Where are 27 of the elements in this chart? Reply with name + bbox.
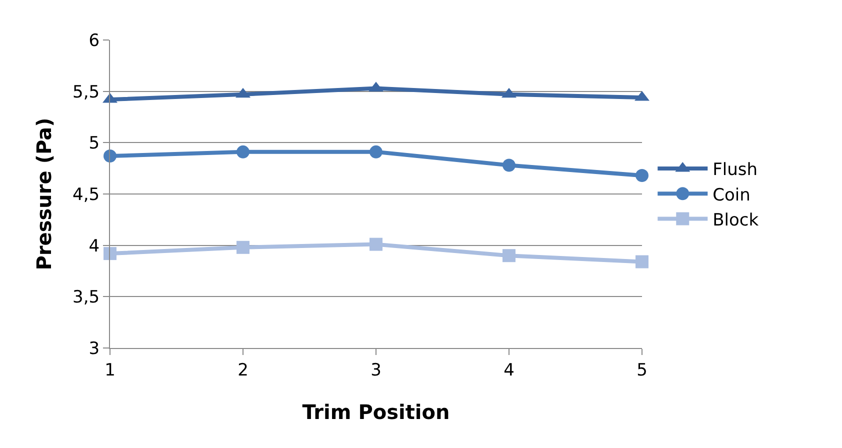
y-tick-label: 4 xyxy=(88,236,100,256)
x-tick-label: 5 xyxy=(636,360,648,380)
point xyxy=(636,255,648,268)
x-tick-label: 1 xyxy=(104,360,116,380)
y-tick-label: 4,5 xyxy=(72,184,100,205)
x-tick-label: 2 xyxy=(238,360,248,380)
point xyxy=(502,249,516,262)
y-tick-label: 3 xyxy=(88,338,100,359)
x-axis-title: Trim Position xyxy=(302,400,450,424)
legend-label: Flush xyxy=(712,160,758,180)
y-tick-label: 6 xyxy=(88,30,100,51)
point xyxy=(236,240,250,254)
y-tick-label: 5,5 xyxy=(72,82,100,102)
point xyxy=(104,150,116,163)
legend-label: Block xyxy=(712,210,759,230)
point xyxy=(104,247,116,260)
y-tick-label: 3,5 xyxy=(72,288,100,308)
legend-label: Coin xyxy=(712,185,750,206)
y-axis-title: Pressure (Pa) xyxy=(32,118,56,270)
point xyxy=(502,158,516,172)
point xyxy=(636,169,648,182)
x-tick-label: 4 xyxy=(504,360,514,380)
point xyxy=(236,145,250,158)
x-tick-label: 3 xyxy=(370,360,382,380)
point xyxy=(370,145,382,158)
point xyxy=(370,238,382,251)
y-tick-label: 5 xyxy=(88,134,100,154)
